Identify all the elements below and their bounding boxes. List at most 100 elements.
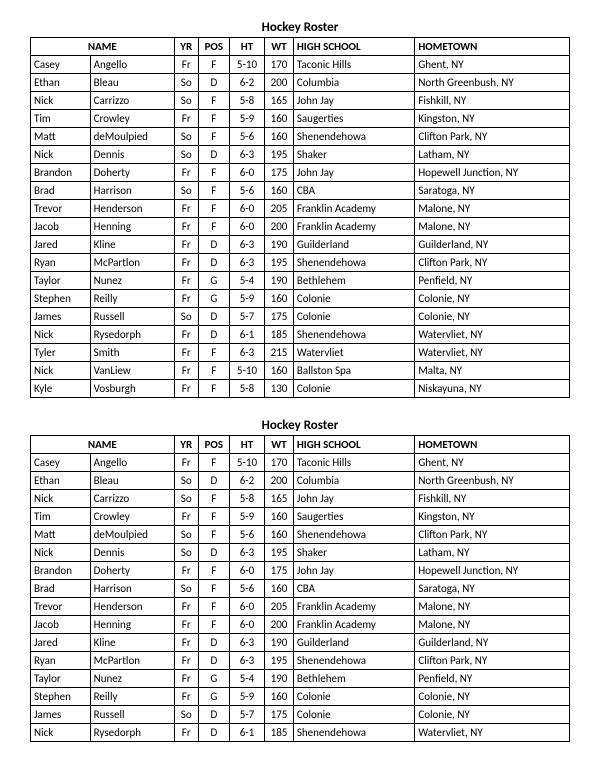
cell-ht: 6-3 <box>229 634 264 652</box>
cell-wt: 185 <box>265 724 294 742</box>
cell-hs: Ballston Spa <box>293 362 414 380</box>
cell-first: Tyler <box>31 344 91 362</box>
cell-ht: 5-7 <box>229 308 264 326</box>
cell-home: Kingston, NY <box>415 508 570 526</box>
cell-pos: F <box>198 218 229 236</box>
cell-first: Ryan <box>31 254 91 272</box>
cell-wt: 190 <box>265 670 294 688</box>
cell-hs: Taconic Hills <box>293 56 414 74</box>
cell-ht: 6-0 <box>229 218 264 236</box>
table-row: BradHarrisonSoF5-6160CBASaratoga, NY <box>31 182 570 200</box>
cell-pos: G <box>198 272 229 290</box>
table-row: JacobHenningFrF6-0200Franklin AcademyMal… <box>31 616 570 634</box>
cell-yr: So <box>174 74 198 92</box>
cell-first: Kyle <box>31 380 91 398</box>
cell-home: Hopewell Junction, NY <box>415 164 570 182</box>
roster-table-2: NAMEYRPOSHTWTHIGH SCHOOLHOMETOWNCaseyAng… <box>30 435 570 742</box>
cell-pos: F <box>198 164 229 182</box>
col-header-yr: YR <box>174 436 198 454</box>
cell-wt: 205 <box>265 200 294 218</box>
cell-first: Taylor <box>31 272 91 290</box>
cell-yr: So <box>174 146 198 164</box>
cell-yr: Fr <box>174 236 198 254</box>
roster-title-2: Hockey Roster <box>30 418 570 433</box>
cell-pos: D <box>198 724 229 742</box>
cell-pos: F <box>198 580 229 598</box>
cell-last: Dennis <box>90 146 174 164</box>
table-row: TaylorNunezFrG5-4190BethlehemPenfield, N… <box>31 272 570 290</box>
cell-last: Crowley <box>90 110 174 128</box>
cell-home: Clifton Park, NY <box>415 128 570 146</box>
cell-home: Colonie, NY <box>415 308 570 326</box>
cell-home: Watervliet, NY <box>415 344 570 362</box>
cell-home: Guilderland, NY <box>415 236 570 254</box>
cell-first: Jared <box>31 634 91 652</box>
cell-first: Jacob <box>31 616 91 634</box>
cell-last: Crowley <box>90 508 174 526</box>
cell-first: Ethan <box>31 74 91 92</box>
cell-first: Matt <box>31 128 91 146</box>
cell-pos: G <box>198 688 229 706</box>
cell-yr: Fr <box>174 56 198 74</box>
cell-yr: So <box>174 526 198 544</box>
cell-wt: 175 <box>265 308 294 326</box>
cell-hs: Franklin Academy <box>293 598 414 616</box>
cell-pos: F <box>198 182 229 200</box>
cell-first: Jared <box>31 236 91 254</box>
cell-home: Clifton Park, NY <box>415 254 570 272</box>
table-row: JaredKlineFrD6-3190GuilderlandGuilderlan… <box>31 236 570 254</box>
cell-last: Carrizzo <box>90 490 174 508</box>
table-row: BrandonDohertyFrF6-0175John JayHopewell … <box>31 562 570 580</box>
cell-hs: Colonie <box>293 308 414 326</box>
cell-pos: F <box>198 616 229 634</box>
col-header-home: HOMETOWN <box>415 436 570 454</box>
cell-hs: Shenendehowa <box>293 526 414 544</box>
cell-yr: Fr <box>174 454 198 472</box>
cell-home: Guilderland, NY <box>415 634 570 652</box>
cell-first: Matt <box>31 526 91 544</box>
cell-hs: John Jay <box>293 562 414 580</box>
cell-pos: D <box>198 308 229 326</box>
cell-ht: 6-2 <box>229 74 264 92</box>
cell-pos: F <box>198 56 229 74</box>
cell-last: McPartlon <box>90 652 174 670</box>
cell-wt: 195 <box>265 146 294 164</box>
cell-pos: D <box>198 634 229 652</box>
cell-last: Bleau <box>90 472 174 490</box>
col-header-yr: YR <box>174 38 198 56</box>
cell-yr: Fr <box>174 688 198 706</box>
cell-hs: Bethlehem <box>293 272 414 290</box>
cell-pos: F <box>198 490 229 508</box>
cell-yr: Fr <box>174 290 198 308</box>
cell-home: Watervliet, NY <box>415 326 570 344</box>
cell-pos: D <box>198 146 229 164</box>
cell-ht: 5-9 <box>229 688 264 706</box>
table-row: TylerSmithFrF6-3215WatervlietWatervliet,… <box>31 344 570 362</box>
cell-wt: 170 <box>265 454 294 472</box>
cell-yr: So <box>174 182 198 200</box>
cell-wt: 160 <box>265 290 294 308</box>
cell-hs: John Jay <box>293 92 414 110</box>
cell-ht: 6-0 <box>229 616 264 634</box>
cell-yr: Fr <box>174 272 198 290</box>
cell-hs: Columbia <box>293 74 414 92</box>
cell-ht: 5-8 <box>229 380 264 398</box>
cell-home: Niskayuna, NY <box>415 380 570 398</box>
cell-yr: Fr <box>174 110 198 128</box>
cell-first: Nick <box>31 362 91 380</box>
cell-home: Ghent, NY <box>415 454 570 472</box>
table-row: KyleVosburghFrF5-8130ColonieNiskayuna, N… <box>31 380 570 398</box>
cell-pos: G <box>198 290 229 308</box>
cell-first: Ryan <box>31 652 91 670</box>
col-header-pos: POS <box>198 436 229 454</box>
table-row: CaseyAngelloFrF5-10170Taconic HillsGhent… <box>31 56 570 74</box>
cell-pos: F <box>198 128 229 146</box>
cell-ht: 5-9 <box>229 110 264 128</box>
table-row: TaylorNunezFrG5-4190BethlehemPenfield, N… <box>31 670 570 688</box>
cell-last: deMoulpied <box>90 128 174 146</box>
cell-last: Rysedorph <box>90 724 174 742</box>
table-row: StephenReillyFrG5-9160ColonieColonie, NY <box>31 290 570 308</box>
cell-hs: Colonie <box>293 706 414 724</box>
cell-home: Saratoga, NY <box>415 182 570 200</box>
col-header-ht: HT <box>229 436 264 454</box>
